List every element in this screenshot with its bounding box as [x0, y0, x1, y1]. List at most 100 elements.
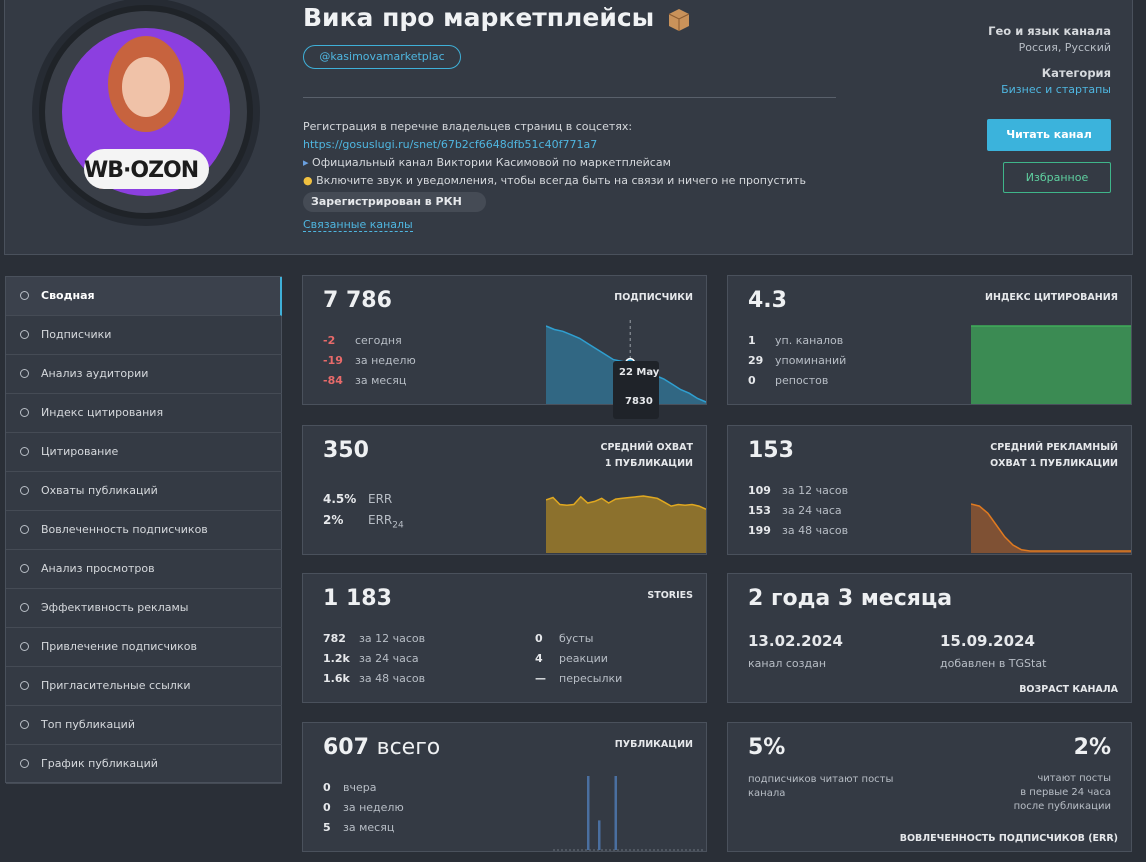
sidebar-item[interactable]: Охваты публикаций [6, 472, 282, 511]
card-title-line: ПУБЛИКАЦИИ [614, 739, 693, 750]
channel-handle[interactable]: @kasimovamarketplac [303, 45, 461, 69]
stat-label-sub: 24 [392, 520, 404, 531]
avatar-badge: WB·OZON [84, 158, 199, 183]
stat-label: за 24 часа [782, 504, 842, 517]
geo-value: Россия, Русский [1018, 41, 1111, 54]
stat-value: 153 [748, 504, 771, 517]
avatar [32, 0, 260, 226]
sidebar-label: Подписчики [41, 328, 112, 341]
sparkline [971, 325, 1131, 404]
stat-value: 0 [323, 781, 331, 794]
card-title: ИНДЕКС ЦИТИРОВАНИЯ [985, 290, 1118, 306]
sidebar-item[interactable]: График публикаций [6, 745, 282, 784]
reach-card: 350 СРЕДНИЙ ОХВАТ 1 ПУБЛИКАЦИИ 4.5% ERR 2% ERR… [302, 425, 707, 555]
stat-value: 0 [535, 632, 543, 645]
bar [587, 776, 590, 850]
card-value: 607 всего [323, 735, 440, 760]
category-label: Категория [1041, 66, 1111, 80]
category-value[interactable]: Бизнес и стартапы [1001, 83, 1111, 96]
sidebar-label: График публикаций [41, 757, 158, 770]
sparkline [546, 495, 706, 553]
card-value: 1 183 [323, 586, 392, 611]
card-title: СРЕДНИЙ РЕКЛАМНЫЙ ОХВАТ 1 ПУБЛИКАЦИИ [990, 440, 1118, 472]
sidebar-icon [20, 486, 29, 495]
button-label: Избранное [1025, 171, 1089, 184]
stat-value: 1.6k [323, 672, 350, 685]
ad-reach-card: 153 СРЕДНИЙ РЕКЛАМНЫЙ ОХВАТ 1 ПУБЛИКАЦИИ 10… [727, 425, 1132, 555]
sidebar-item[interactable]: Топ публикаций [6, 706, 282, 745]
description-line: Регистрация в перечне владельцев страниц… [303, 120, 633, 133]
sidebar-icon [20, 408, 29, 417]
divider [303, 97, 836, 98]
stat-value: 0 [748, 374, 756, 387]
sparkline-area [971, 326, 1131, 404]
card-title-line: ПОДПИСЧИКИ [614, 292, 693, 303]
tooltip-value: 7830 [625, 396, 653, 407]
sidebar-label: Привлечение подписчиков [41, 640, 197, 653]
sidebar-label: Анализ аудитории [41, 367, 149, 380]
icon: ▸ [303, 156, 313, 169]
description-link[interactable]: https://gosuslugi.ru/snet/67b2cf6648dfb5… [303, 138, 598, 151]
stat-value: 1.2k [323, 652, 350, 665]
sidebar-item[interactable]: Вовлеченность подписчиков [6, 511, 282, 550]
engagement-text: после публикации [1013, 801, 1111, 812]
tooltip-date: 22 May [619, 367, 660, 378]
favorite-button[interactable]: Избранное [1003, 162, 1111, 193]
related-channels[interactable]: Связанные каналы [303, 218, 413, 232]
sparkline-line [546, 495, 706, 510]
card-title: STORIES [647, 588, 693, 604]
icon: ● [303, 174, 317, 187]
rkn-badge[interactable]: Зарегистрирован в РКН [303, 192, 486, 212]
stat-label: за 12 часов [782, 484, 849, 497]
stat-label-text: ERR [368, 513, 393, 527]
stat-value: 109 [748, 484, 771, 497]
sidebar-item[interactable]: Эффективность рекламы [6, 589, 282, 628]
sparkline-line [971, 503, 1131, 552]
stat-label: ERR [368, 492, 392, 506]
engagement-text: читают посты [1037, 773, 1111, 784]
stat-value: 4.5% [323, 492, 357, 506]
box-icon [668, 9, 690, 31]
sidebar-item[interactable]: Индекс цитирования [6, 394, 282, 433]
sidebar: Сводная Подписчики Анализ аудитории Индекс … [5, 276, 282, 784]
read-button[interactable]: Читать канал [987, 119, 1111, 151]
sidebar-item[interactable]: Сводная [6, 277, 282, 316]
sidebar-label: Анализ просмотров [41, 562, 155, 575]
stat-value: -19 [323, 354, 343, 367]
date-label: канал создан [748, 657, 827, 670]
stat-value: 199 [748, 524, 771, 537]
stat-value: -84 [323, 374, 343, 387]
card-value: 350 [323, 438, 369, 463]
stat-label: вчера [343, 781, 377, 794]
citation-card: 4.3 ИНДЕКС ЦИТИРОВАНИЯ 1 уп. каналов 29 упоми… [727, 275, 1132, 405]
stat-label: реакции [559, 652, 608, 665]
sidebar-icon [20, 642, 29, 651]
sidebar-item[interactable]: Пригласительные ссылки [6, 667, 282, 706]
stat-label: упоминаний [775, 354, 847, 367]
sidebar-icon [20, 759, 29, 768]
sidebar-item[interactable]: Анализ аудитории [6, 355, 282, 394]
engagement-card: 5% подписчиков читают посты канала 2% читаю… [727, 722, 1132, 852]
sidebar-item[interactable]: Анализ просмотров [6, 550, 282, 589]
description-text: Официальный канал Виктории Касимовой по … [312, 156, 671, 169]
sidebar-item[interactable]: Цитирование [6, 433, 282, 472]
sidebar-label: Вовлеченность подписчиков [41, 523, 208, 536]
sparkline-area [546, 496, 706, 553]
stat-value: 0 [323, 801, 331, 814]
stat-label: ERR24 [368, 513, 404, 530]
engagement-text: в первые 24 часа [1020, 787, 1111, 798]
sidebar-icon [20, 681, 29, 690]
stat-value: — [535, 672, 546, 685]
stat-label: за месяц [355, 374, 407, 387]
button-label: Читать канал [1006, 128, 1092, 141]
sidebar-item[interactable]: Привлечение подписчиков [6, 628, 282, 667]
sidebar-label: Эффективность рекламы [41, 601, 189, 614]
sidebar-item[interactable]: Подписчики [6, 316, 282, 355]
card-value: 153 [748, 438, 794, 463]
stat-label: бусты [559, 632, 594, 645]
card-value: 5% [748, 735, 786, 760]
description-line: ▸ Официальный канал Виктории Касимовой п… [303, 156, 671, 169]
stat-label: уп. каналов [775, 334, 844, 347]
card-footer: ВОВЛЕЧЕННОСТЬ ПОДПИСЧИКОВ (ERR) [899, 833, 1118, 844]
